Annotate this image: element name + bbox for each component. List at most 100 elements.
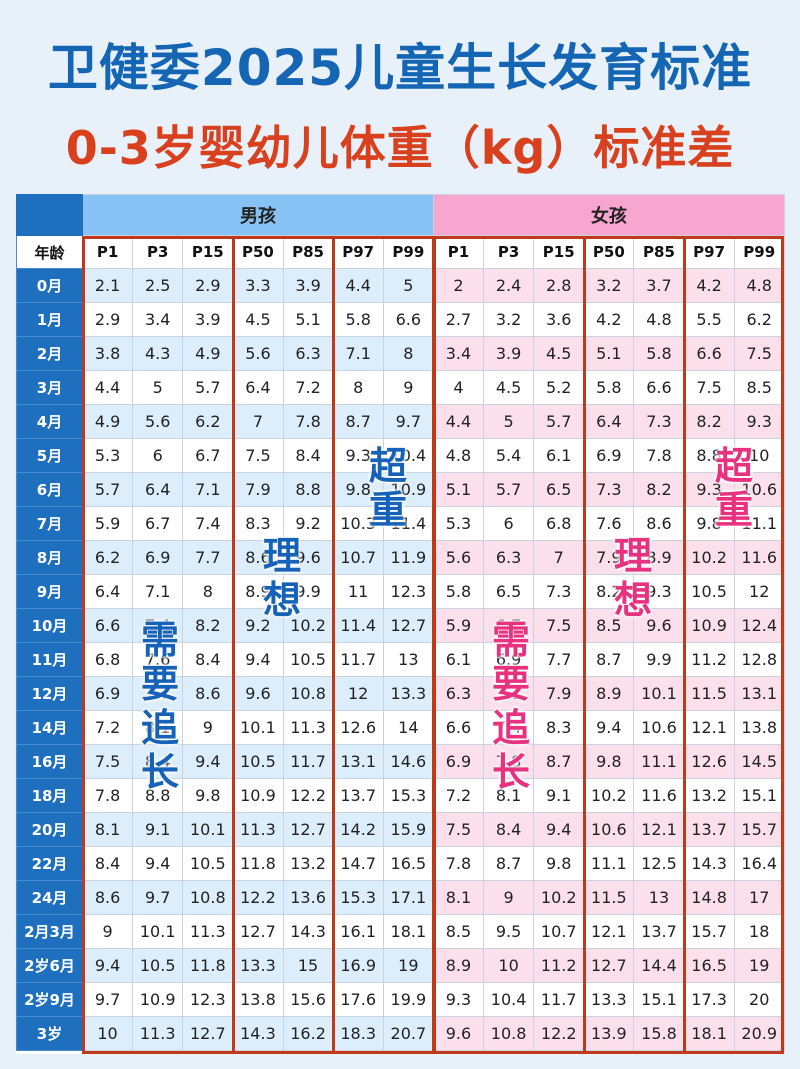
boy-value-cell: 13.2: [282, 846, 334, 881]
girl-value-cell: 9: [483, 880, 535, 915]
age-cell: 12月: [16, 676, 83, 711]
girl-value-cell: 7.2: [432, 778, 485, 813]
boy-value-cell: 8.6: [232, 540, 284, 575]
boy-value-cell: 14.7: [332, 846, 384, 881]
table-row: 4月 4.9 5.6 6.2 7 7.8 8.7 9.7 4.4 5 5.7 6.4 7.3 8.2 9.3: [16, 404, 785, 439]
boy-value-cell: 7.9: [232, 472, 284, 507]
boy-value-cell: 7.8: [282, 404, 334, 439]
girl-value-cell: 12.2: [533, 1016, 585, 1051]
girl-value-cell: 14.8: [683, 880, 735, 915]
boy-value-cell: 11.7: [282, 744, 334, 779]
girl-value-cell: 6.6: [432, 710, 485, 745]
age-cell: 7月: [16, 506, 83, 541]
boy-value-cell: 8.3: [232, 506, 284, 541]
girl-value-cell: 10.9: [683, 608, 735, 643]
table-row: 7月 5.9 6.7 7.4 8.3 9.2 10.3 11.4 5.3 6 6.8 7.6 8.6 9.…: [16, 506, 785, 541]
boy-value-cell: 11.3: [182, 914, 234, 949]
boy-value-cell: 4.3: [132, 336, 184, 371]
girl-value-cell: 10.2: [533, 880, 585, 915]
boy-value-cell: 8.9: [232, 574, 284, 609]
girl-value-cell: 8.5: [432, 914, 485, 949]
table-row: 11月 6.8 7.6 8.4 9.4 10.5 11.7 13 6.1 6.9 7.7 8.7 9.9…: [16, 642, 785, 677]
table-row: 0月 2.1 2.5 2.9 3.3 3.9 4.4 5 2 2.4 2.8 3.2 3.7 4.2 4.8: [16, 268, 785, 303]
boy-value-cell: 7.1: [332, 336, 384, 371]
boy-header-p99: P99: [382, 235, 434, 269]
girl-value-cell: 12.1: [683, 710, 735, 745]
boy-value-cell: 8.1: [132, 710, 184, 745]
age-cell: 4月: [16, 404, 83, 439]
boy-value-cell: 8.8: [132, 778, 184, 813]
boy-value-cell: 6.3: [282, 336, 334, 371]
girl-value-cell: 6.9: [483, 642, 535, 677]
girl-value-cell: 7.3: [633, 404, 685, 439]
boy-value-cell: 12.6: [332, 710, 384, 745]
boy-value-cell: 10.1: [132, 914, 184, 949]
boy-value-cell: 16.1: [332, 914, 384, 949]
boy-value-cell: 13: [382, 642, 434, 677]
boy-value-cell: 5: [382, 268, 434, 303]
age-cell: 14月: [16, 710, 83, 745]
girl-value-cell: 11.7: [533, 982, 585, 1017]
boy-value-cell: 13.8: [232, 982, 284, 1017]
age-cell: 18月: [16, 778, 83, 813]
boy-value-cell: 9: [81, 914, 134, 949]
girl-value-cell: 5.8: [583, 370, 635, 405]
boy-value-cell: 18.3: [332, 1016, 384, 1051]
girl-value-cell: 7.8: [483, 744, 535, 779]
boy-value-cell: 9.8: [332, 472, 384, 507]
girl-value-cell: 16.5: [683, 948, 735, 983]
boy-value-cell: 4.9: [182, 336, 234, 371]
boy-value-cell: 7.2: [81, 710, 134, 745]
girl-header-p85: P85: [633, 235, 685, 269]
girl-value-cell: 10.2: [683, 540, 735, 575]
girl-value-cell: 8.7: [533, 744, 585, 779]
girl-value-cell: 15.7: [683, 914, 735, 949]
girl-value-cell: 7.9: [583, 540, 635, 575]
girl-value-cell: 9.5: [483, 914, 535, 949]
girl-value-cell: 9.8: [683, 506, 735, 541]
boy-value-cell: 3.3: [232, 268, 284, 303]
girl-value-cell: 14.5: [733, 744, 785, 779]
girl-value-cell: 10.6: [583, 812, 635, 847]
boy-value-cell: 12: [332, 676, 384, 711]
table-row: 8月 6.2 6.9 7.7 8.6 9.6 10.7 11.9 5.6 6.3 7 7.9 8.9 10…: [16, 540, 785, 575]
girl-value-cell: 12.1: [583, 914, 635, 949]
table-row: 1月 2.9 3.4 3.9 4.5 5.1 5.8 6.6 2.7 3.2 3.6 4.2 4.8 5.…: [16, 302, 785, 337]
girl-value-cell: 9.3: [432, 982, 485, 1017]
boy-value-cell: 8.1: [81, 812, 134, 847]
age-cell: 3岁: [16, 1016, 83, 1051]
girl-value-cell: 8.2: [633, 472, 685, 507]
girl-value-cell: 15.1: [633, 982, 685, 1017]
boy-value-cell: 8: [382, 336, 434, 371]
boy-value-cell: 7: [232, 404, 284, 439]
girl-value-cell: 8.5: [583, 608, 635, 643]
boy-value-cell: 8.6: [182, 676, 234, 711]
girl-value-cell: 12.1: [633, 812, 685, 847]
boy-value-cell: 11.9: [382, 540, 434, 575]
boy-value-cell: 11.3: [132, 1016, 184, 1051]
boy-value-cell: 7.4: [132, 608, 184, 643]
girl-value-cell: 13.7: [683, 812, 735, 847]
girl-value-cell: 7.9: [533, 676, 585, 711]
girl-value-cell: 9.9: [633, 642, 685, 677]
boy-header-p15: P15: [182, 235, 234, 269]
boy-value-cell: 11: [332, 574, 384, 609]
girl-value-cell: 4.4: [432, 404, 485, 439]
boy-value-cell: 5.6: [132, 404, 184, 439]
boy-value-cell: 6.4: [81, 574, 134, 609]
boy-value-cell: 10.3: [332, 506, 384, 541]
boy-value-cell: 15.6: [282, 982, 334, 1017]
boy-value-cell: 14.3: [282, 914, 334, 949]
boy-value-cell: 15.3: [332, 880, 384, 915]
boy-value-cell: 15.3: [382, 778, 434, 813]
boy-value-cell: 19.9: [382, 982, 434, 1017]
boy-value-cell: 7.2: [282, 370, 334, 405]
girl-value-cell: 15.7: [733, 812, 785, 847]
boy-header-p97: P97: [332, 235, 384, 269]
girl-value-cell: 12: [733, 574, 785, 609]
boy-value-cell: 5: [132, 370, 184, 405]
boy-value-cell: 6.6: [81, 608, 134, 643]
girl-value-cell: 6.6: [683, 336, 735, 371]
boy-value-cell: 9: [182, 710, 234, 745]
boy-value-cell: 6.7: [132, 506, 184, 541]
